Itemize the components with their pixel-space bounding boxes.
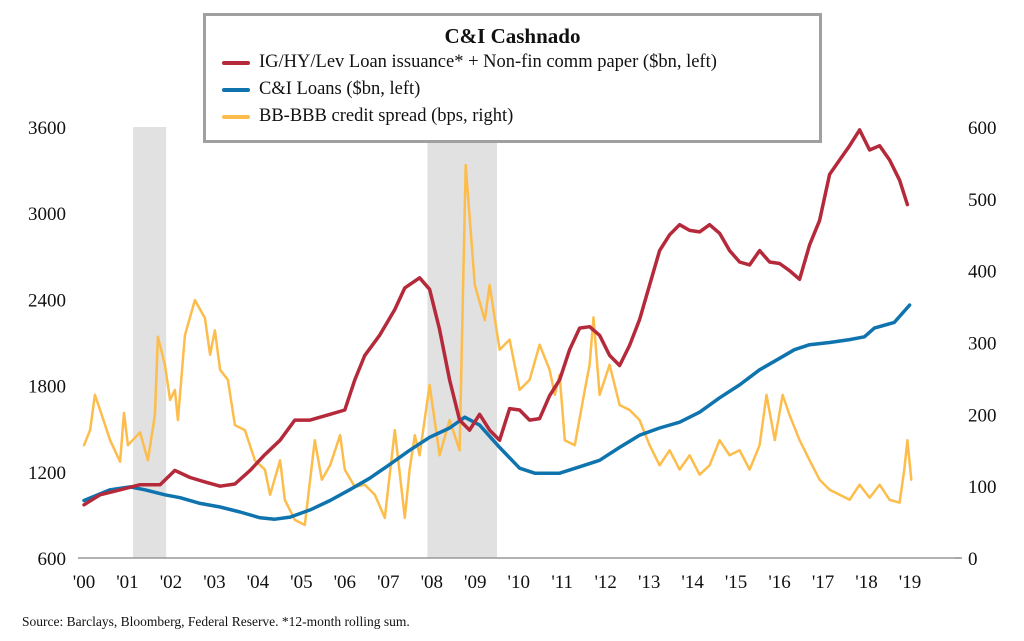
series-line-0 [82,128,910,507]
x-axis-tick-label: '13 [638,572,660,593]
right-axis-tick-label: 0 [968,549,978,570]
legend-item-issuance: IG/HY/Lev Loan issuance* + Non-fin comm … [222,49,819,76]
legend-swatch-blue [222,87,250,92]
legend: C&I Cashnado IG/HY/Lev Loan issuance* + … [203,13,822,143]
legend-swatch-orange [222,114,250,119]
legend-item-credit-spread: BB-BBB credit spread (bps, right) [222,103,819,130]
right-axis-tick-label: 300 [968,334,997,355]
x-axis-tick-label: '01 [116,572,138,593]
x-axis-tick-label: '07 [377,572,399,593]
x-axis-tick-label: '04 [247,572,270,593]
x-axis-tick-label: '19 [899,572,921,593]
x-axis-tick-label: '03 [203,572,225,593]
left-axis-tick-label: 3600 [28,118,66,139]
x-axis-tick-label: '18 [855,572,877,593]
chart-title: C&I Cashnado [444,24,581,48]
right-axis-tick-label: 400 [968,262,997,283]
right-axis-tick-label: 600 [968,118,997,139]
source-note: Source: Barclays, Bloomberg, Federal Res… [22,614,410,629]
legend-label: C&I Loans ($bn, left) [259,79,421,99]
x-axis-tick-label: '08 [421,572,443,593]
x-axis-tick-label: '09 [464,572,486,593]
left-axis-tick-label: 1200 [28,463,66,484]
series-line-1 [82,303,912,521]
x-axis-tick-label: '06 [334,572,356,593]
legend-item-ci-loans: C&I Loans ($bn, left) [222,76,819,103]
right-axis-tick-label: 100 [968,477,997,498]
x-axis-tick-label: '05 [290,572,312,593]
right-axis-tick-label: 500 [968,190,997,211]
left-axis-tick-label: 2400 [28,290,66,311]
right-axis-tick-label: 200 [968,405,997,426]
x-axis-tick-label: '17 [812,572,834,593]
legend-swatch-red [222,60,250,65]
x-axis-tick-label: '14 [681,572,704,593]
x-axis-tick-label: '15 [725,572,747,593]
x-axis-tick-label: '00 [73,572,95,593]
left-axis-tick-label: 1800 [28,377,66,398]
legend-label: IG/HY/Lev Loan issuance* + Non-fin comm … [259,52,717,72]
x-axis-tick-label: '11 [551,572,573,593]
legend-label: BB-BBB credit spread (bps, right) [259,106,514,126]
series-line-2 [82,163,913,527]
x-axis-tick-label: '02 [160,572,182,593]
x-axis-tick-label: '16 [768,572,790,593]
left-axis-tick-label: 600 [38,549,67,570]
left-axis-tick-label: 3000 [28,204,66,225]
x-axis-tick-label: '12 [594,572,616,593]
x-axis-tick-label: '10 [508,572,530,593]
